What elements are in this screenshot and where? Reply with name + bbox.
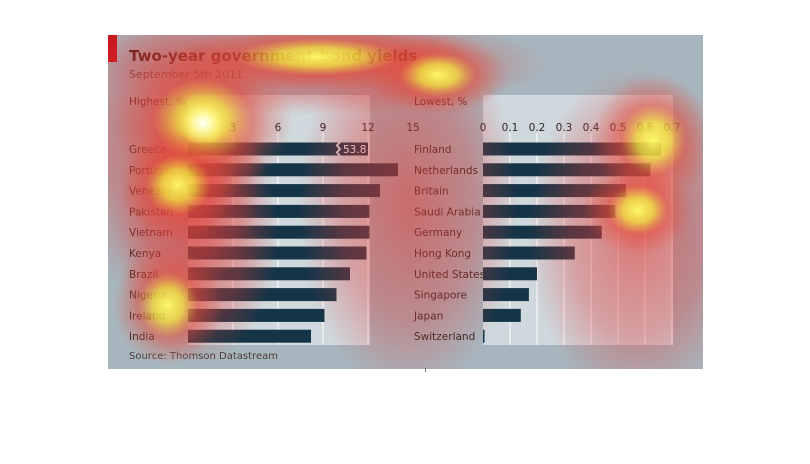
- highest-bar: [188, 267, 350, 281]
- lowest-bar: [483, 142, 662, 156]
- highest-bar: [188, 204, 370, 218]
- lowest-bar: [483, 225, 602, 239]
- lowest-bar: [483, 246, 575, 260]
- highest-bar: [188, 246, 367, 260]
- lowest-bar: [483, 308, 521, 322]
- highest-category-label: Greece: [129, 144, 166, 156]
- highest-bar: [188, 308, 325, 322]
- highest-tick-label: 9: [320, 122, 327, 134]
- lowest-bar: [483, 267, 537, 281]
- highest-category-label: Nigeria: [129, 290, 167, 302]
- lowest-bar: [483, 204, 616, 218]
- lowest-bar: [483, 163, 651, 177]
- highest-category-label: Venezuela: [129, 186, 183, 198]
- highest-tick-label: 0: [185, 122, 192, 134]
- lowest-category-label: Hong Kong: [414, 248, 471, 260]
- highest-bar: [188, 225, 370, 239]
- highest-category-label: India: [129, 331, 155, 343]
- highest-category-label: Portugal: [129, 165, 173, 177]
- lowest-tick-label: 0.1: [502, 122, 519, 134]
- lowest-category-label: Netherlands: [414, 165, 478, 177]
- lowest-tick-label: 0.7: [664, 122, 681, 134]
- lowest-tick-label: 0: [480, 122, 487, 134]
- lowest-tick-label: 0.4: [583, 122, 600, 134]
- highest-bar: [188, 288, 337, 302]
- lowest-tick-label: 0.5: [610, 122, 627, 134]
- chart-figure: Two-year government-bond yields Septembe…: [108, 35, 703, 369]
- source-note: Source: Thomson Datastream: [129, 351, 278, 362]
- highest-category-label: Kenya: [129, 248, 161, 260]
- lowest-category-label: Switzerland: [414, 331, 475, 343]
- lowest-category-label: United States: [414, 269, 485, 281]
- lowest-tick-label: 0.3: [556, 122, 573, 134]
- lowest-bar: [483, 329, 485, 343]
- highest-bar: [188, 329, 311, 343]
- lowest-bar: [483, 288, 529, 302]
- lowest-tick-label: 0.2: [529, 122, 546, 134]
- highest-tick-label: 6: [275, 122, 282, 134]
- lowest-category-label: Germany: [414, 227, 462, 239]
- lowest-category-label: Japan: [413, 310, 443, 322]
- lowest-category-label: Saudi Arabia: [414, 206, 481, 218]
- lowest-category-label: Finland: [414, 144, 452, 156]
- highest-tick-label: 3: [230, 122, 237, 134]
- highest-bar: [188, 184, 380, 198]
- highest-category-label: Ireland: [129, 310, 165, 322]
- text-cursor-mark: [425, 368, 426, 372]
- bar-charts: 0 3 6 9 12 15 Greece 53.8 Portugal Venezuela Pakis…: [129, 95, 681, 345]
- highest-data-label: 53.8: [343, 144, 366, 156]
- highest-tick-label: 12: [361, 122, 374, 134]
- lowest-bar: [483, 184, 627, 198]
- highest-bar: [188, 163, 398, 177]
- highest-category-label: Pakistan: [129, 206, 173, 218]
- highest-category-label: Brazil: [129, 269, 158, 281]
- highest-category-label: Vietnam: [129, 227, 173, 239]
- lowest-tick-label: 0.6: [637, 122, 654, 134]
- lowest-category-label: Britain: [414, 186, 449, 198]
- highest-tick-label: 15: [406, 122, 419, 134]
- lowest-category-label: Singapore: [414, 290, 467, 302]
